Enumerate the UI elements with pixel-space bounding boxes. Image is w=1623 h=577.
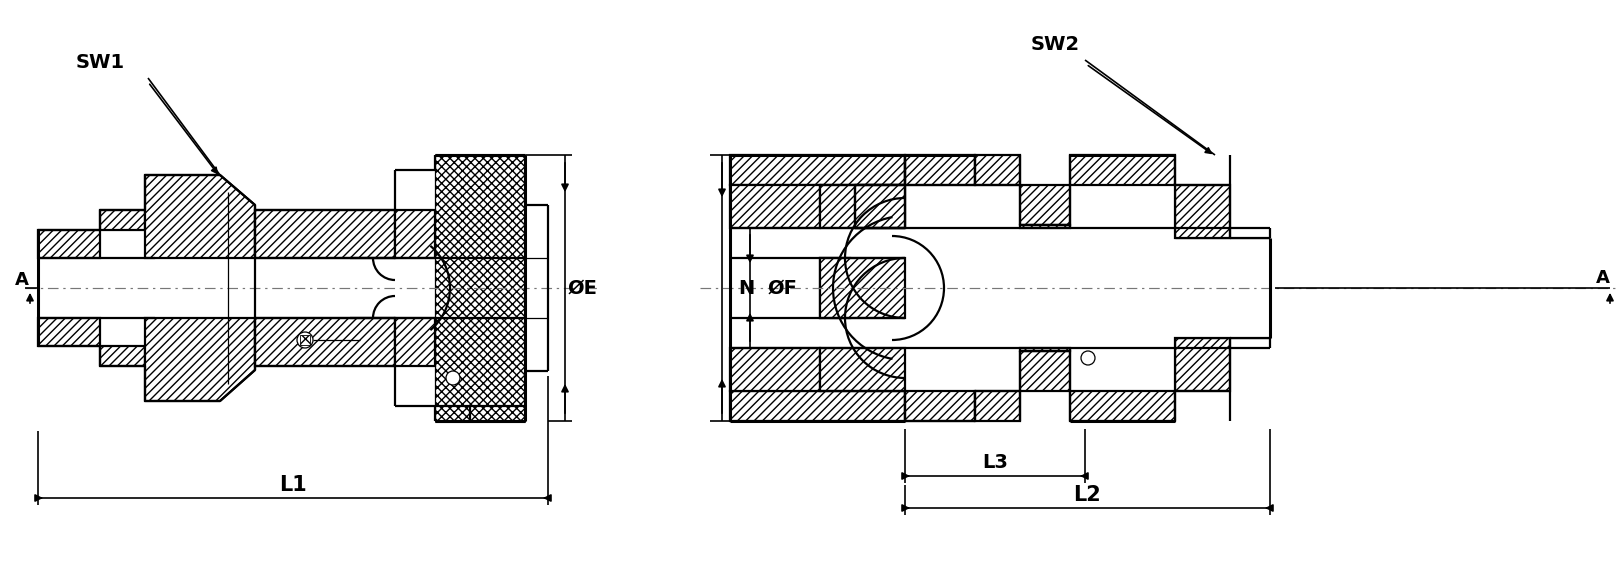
Polygon shape — [820, 185, 904, 228]
Circle shape — [1081, 351, 1094, 365]
Polygon shape — [144, 318, 255, 401]
Polygon shape — [394, 210, 435, 258]
Polygon shape — [904, 155, 974, 185]
Text: L2: L2 — [1073, 485, 1100, 505]
Polygon shape — [730, 155, 904, 185]
Text: SW2: SW2 — [1031, 36, 1079, 54]
Polygon shape — [974, 391, 1019, 421]
Polygon shape — [144, 175, 255, 258]
Circle shape — [297, 332, 313, 348]
Polygon shape — [37, 318, 101, 346]
Polygon shape — [730, 391, 904, 421]
Text: L3: L3 — [982, 454, 1008, 473]
Polygon shape — [974, 155, 1019, 185]
Polygon shape — [730, 185, 820, 228]
Text: A: A — [15, 271, 29, 289]
Polygon shape — [1175, 185, 1229, 238]
Polygon shape — [1070, 155, 1175, 185]
Polygon shape — [820, 258, 904, 318]
Polygon shape — [730, 348, 820, 391]
Polygon shape — [101, 346, 144, 366]
Polygon shape — [1019, 225, 1070, 228]
Polygon shape — [255, 210, 394, 258]
Polygon shape — [820, 258, 849, 288]
Text: SW1: SW1 — [75, 53, 125, 72]
Polygon shape — [1019, 351, 1070, 391]
Polygon shape — [904, 391, 974, 421]
Polygon shape — [255, 318, 394, 366]
Polygon shape — [394, 318, 435, 366]
Text: ØF: ØF — [768, 279, 797, 298]
Polygon shape — [820, 348, 904, 391]
Circle shape — [446, 371, 459, 385]
Polygon shape — [1019, 348, 1070, 351]
Text: L1: L1 — [279, 475, 307, 495]
Text: A: A — [1595, 269, 1608, 287]
Bar — [435, 155, 524, 421]
Text: N: N — [737, 279, 753, 298]
Polygon shape — [37, 230, 101, 258]
Polygon shape — [820, 288, 849, 318]
Polygon shape — [1070, 391, 1175, 421]
Text: ØE: ØE — [566, 279, 597, 298]
Polygon shape — [1175, 338, 1229, 391]
Polygon shape — [854, 185, 904, 228]
Polygon shape — [1019, 185, 1070, 225]
Bar — [300, 335, 310, 345]
Polygon shape — [101, 210, 144, 230]
